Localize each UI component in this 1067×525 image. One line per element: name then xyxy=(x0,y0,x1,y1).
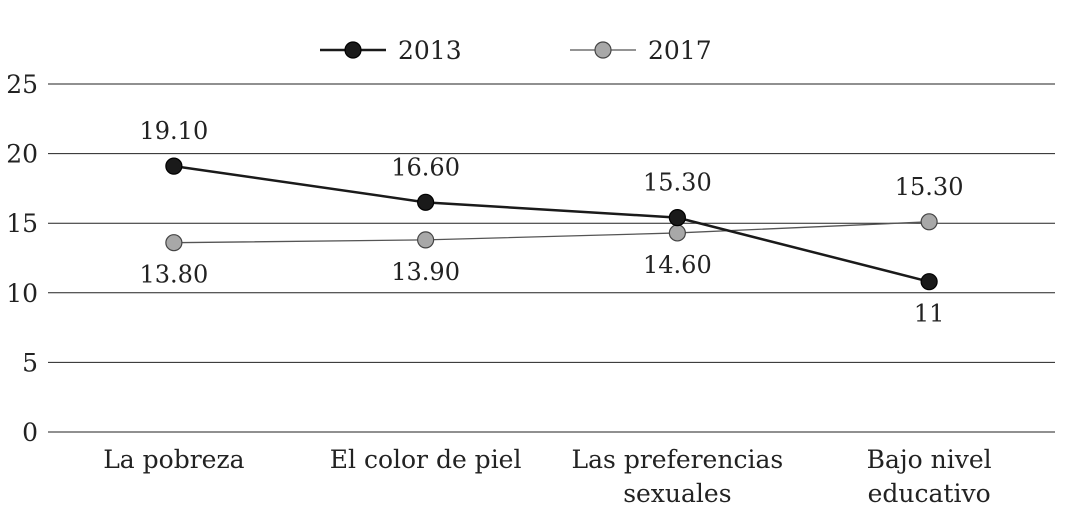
data-point-2017 xyxy=(668,224,686,242)
y-tick-label: 10 xyxy=(6,279,38,308)
data-point-2017 xyxy=(417,231,435,249)
legend: 2013 2017 xyxy=(320,36,712,65)
data-label-2017: 14.60 xyxy=(643,251,712,279)
data-point-2017 xyxy=(165,234,183,252)
series-line-2013 xyxy=(173,164,930,283)
series-line-2017 xyxy=(173,221,930,244)
y-tick-label: 25 xyxy=(6,70,38,99)
data-label-2013: 15.30 xyxy=(643,169,712,197)
x-category-label: La pobreza xyxy=(103,445,244,474)
legend-swatch-marker-2017 xyxy=(594,41,612,59)
series-lines: 13.80 13.90 14.60 15.30 19.10 16.60 15.30 11 xyxy=(140,117,964,328)
data-point-2013 xyxy=(417,193,435,211)
data-label-2013: 11 xyxy=(914,300,945,328)
x-category-label: El color de piel xyxy=(330,445,522,474)
data-point-2017 xyxy=(920,213,938,231)
x-category-label: sexuales xyxy=(623,479,731,508)
data-label-2013: 16.60 xyxy=(391,153,460,181)
data-label-2017: 15.30 xyxy=(895,173,964,201)
legend-label-2013: 2013 xyxy=(398,36,462,65)
y-axis-ticks: 0 5 10 15 20 25 xyxy=(6,70,38,447)
y-tick-label: 15 xyxy=(6,209,38,238)
data-point-2013 xyxy=(668,209,686,227)
x-category-label: educativo xyxy=(868,479,991,508)
y-tick-label: 5 xyxy=(22,348,38,377)
x-axis-categories: La pobreza El color de piel Las preferenci… xyxy=(103,445,991,508)
y-tick-label: 20 xyxy=(6,140,38,169)
data-label-2017: 13.80 xyxy=(140,261,209,289)
data-label-2017: 13.90 xyxy=(391,258,460,286)
x-category-label: Las preferencias xyxy=(572,445,784,474)
x-category-label: Bajo nivel xyxy=(867,445,992,474)
legend-label-2017: 2017 xyxy=(648,36,712,65)
y-tick-label: 0 xyxy=(22,418,38,447)
data-label-2013: 19.10 xyxy=(140,117,209,145)
grid-lines xyxy=(48,83,1055,433)
data-point-2013 xyxy=(920,273,938,291)
data-point-2013 xyxy=(165,157,183,175)
legend-swatch-marker-2013 xyxy=(344,41,362,59)
